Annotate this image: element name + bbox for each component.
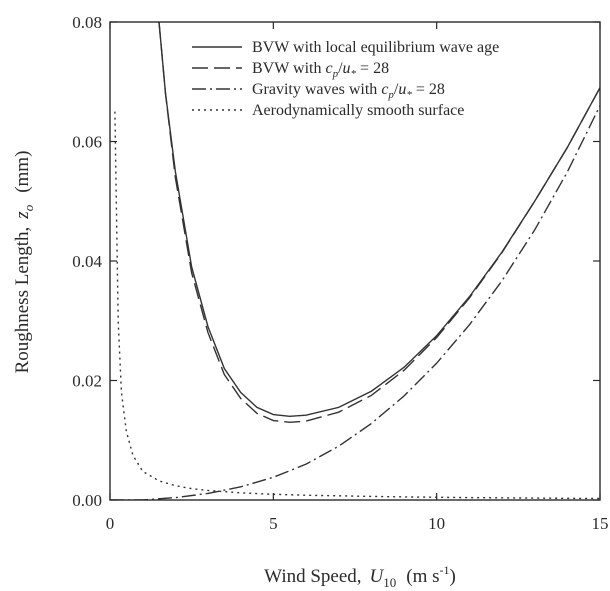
y-tick-label: 0.06: [72, 133, 102, 152]
x-tick-label: 15: [592, 514, 609, 533]
plot-frame: [109, 21, 601, 501]
x-axis-title: Wind Speed, U10 (m s-1): [264, 563, 456, 590]
data-curves: [110, 22, 600, 500]
legend-label-gravity-waves-with-c-p-u-28: Gravity waves with cp​/u*​ = 28: [252, 81, 445, 101]
y-axis-title: Roughness Length,zo(mm): [12, 151, 36, 374]
x-tick-label: 5: [269, 514, 278, 533]
legend-label-bvw-with-local-equilibrium-wave-age: BVW with local equilibrium wave age: [252, 39, 499, 56]
series-line-bvw-with-c-p-u-28: [158, 22, 600, 424]
series-line-gravity-waves-with-c-p-u-28: [110, 105, 600, 500]
y-tick-label: 0.00: [72, 491, 102, 510]
tick-labels: 0 5 10 15 0.00 0.02 0.04 0.06 0.08: [72, 13, 608, 533]
legend-label-aerodynamically-smooth-surface: Aerodynamically smooth surface: [252, 102, 464, 119]
legend-label-bvw-with-c-p-u-28: BVW with cp​/u*​ = 28: [252, 60, 389, 80]
y-tick-label: 0.08: [72, 13, 102, 32]
y-tick-label: 0.02: [72, 372, 102, 391]
series-line-aerodynamically-smooth-surface: [114, 111, 600, 500]
x-tick-label: 10: [428, 514, 445, 533]
y-tick-label: 0.04: [72, 252, 102, 271]
legend: BVW with local equilibrium wave age BVW w…: [192, 39, 499, 119]
x-tick-label: 0: [106, 514, 115, 533]
